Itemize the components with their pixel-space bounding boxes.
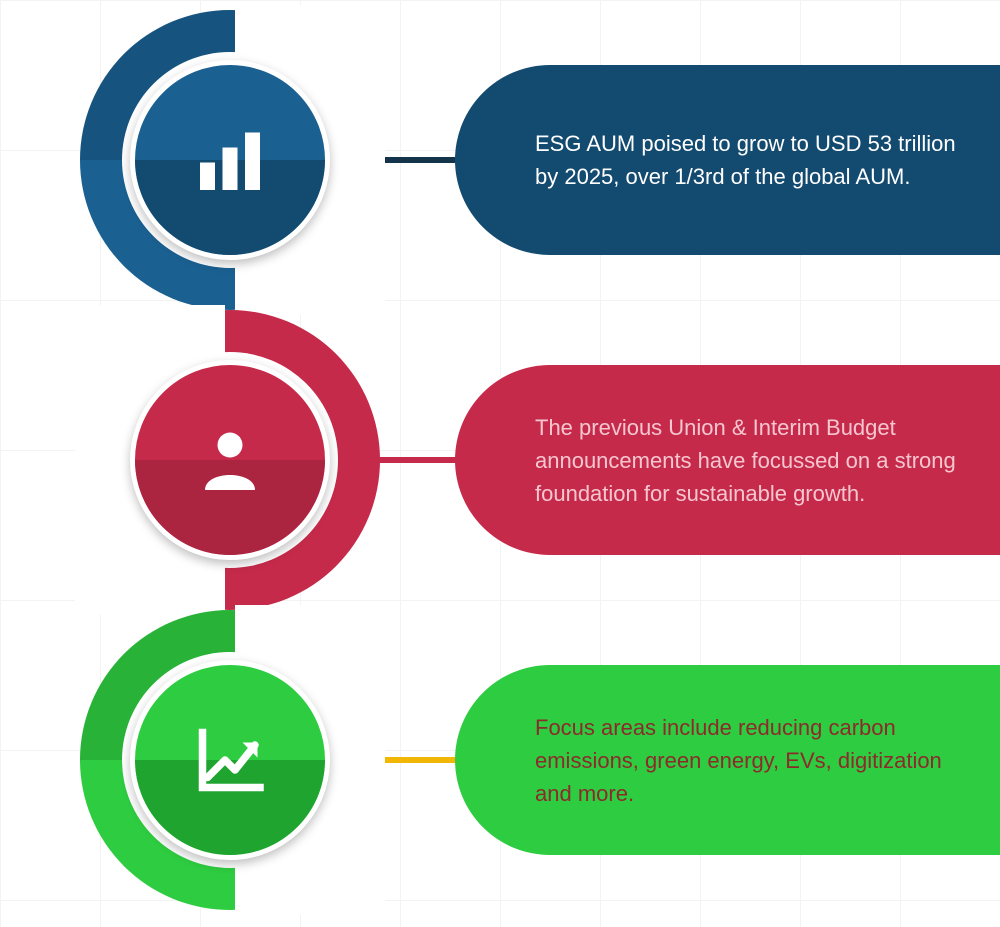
icon-circle [130, 360, 330, 560]
info-row-1: ESG AUM poised to grow to USD 53 trillio… [0, 10, 1000, 310]
text-pill: Focus areas include reducing carbon emis… [455, 665, 1000, 855]
person-icon [190, 420, 270, 500]
text-pill: The previous Union & Interim Budget anno… [455, 365, 1000, 555]
pill-text: The previous Union & Interim Budget anno… [535, 411, 960, 510]
bar-chart-icon [190, 120, 270, 200]
pill-text: Focus areas include reducing carbon emis… [535, 711, 960, 810]
text-pill: ESG AUM poised to grow to USD 53 trillio… [455, 65, 1000, 255]
info-row-3: Focus areas include reducing carbon emis… [0, 610, 1000, 910]
growth-chart-icon [190, 720, 270, 800]
info-row-2: The previous Union & Interim Budget anno… [0, 310, 1000, 610]
icon-circle [130, 60, 330, 260]
pill-text: ESG AUM poised to grow to USD 53 trillio… [535, 127, 960, 193]
icon-circle [130, 660, 330, 860]
